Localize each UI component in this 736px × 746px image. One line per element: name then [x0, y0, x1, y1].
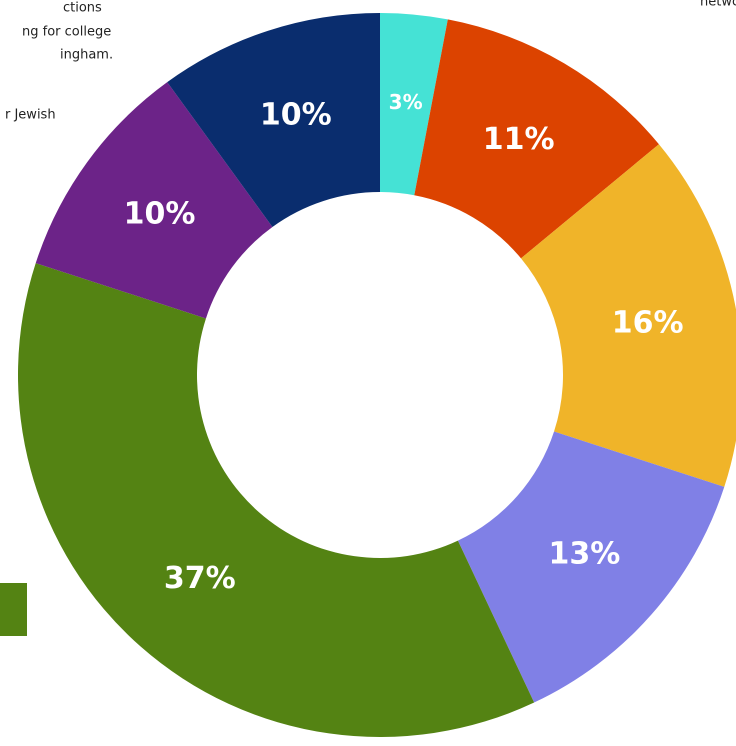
annotation: ng for college — [22, 25, 111, 40]
slice-label: 10% — [124, 196, 196, 231]
slice — [380, 13, 448, 196]
annotation: ctions — [63, 1, 102, 16]
slice-label: 16% — [612, 305, 684, 340]
slice-label: 3% — [389, 90, 423, 114]
legend-swatch — [0, 583, 27, 636]
slice — [521, 144, 736, 487]
slice — [457, 431, 725, 703]
slice — [414, 19, 659, 259]
annotation: r Jewish — [5, 108, 56, 123]
slice-label: 13% — [548, 537, 620, 572]
slice — [167, 13, 380, 227]
annotation: networ — [700, 0, 736, 10]
slice-label: 37% — [164, 561, 236, 596]
slice — [35, 82, 273, 319]
slice — [17, 263, 535, 737]
slice-label: 10% — [260, 97, 332, 132]
annotation: ingham. — [60, 48, 113, 63]
slice-label: 11% — [483, 122, 555, 157]
